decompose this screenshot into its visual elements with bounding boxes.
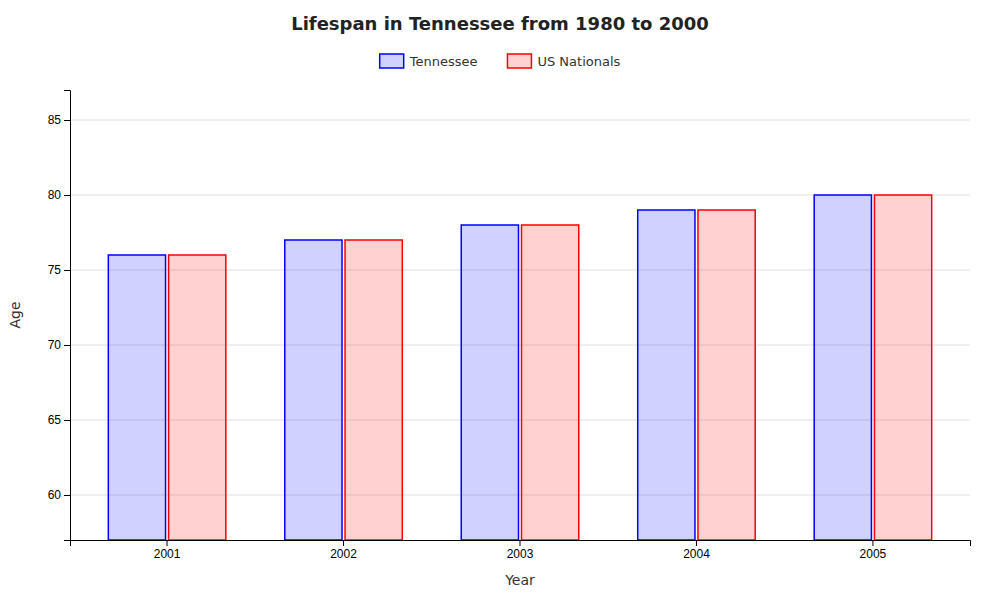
bar [169,255,226,540]
legend-item: US Nationals [507,54,620,69]
y-tick: 75 [48,263,70,277]
y-tick-label: 70 [48,338,62,352]
bar [108,255,165,540]
bar [698,210,755,540]
x-tick-mark [696,540,697,546]
x-axis-line [71,541,971,547]
y-tick-label: 60 [48,488,62,502]
y-tick-mark [64,495,70,496]
bar [522,225,579,540]
bar-series [108,195,871,540]
chart: 2001 2002 2003 2004 2005 60 65 70 75 80 85 Year Age L… [0,0,1000,600]
y-tick-mark [64,120,70,121]
x-axis: 2001 2002 2003 2004 2005 [71,540,971,561]
y-tick-mark [64,420,70,421]
bar [874,195,931,540]
y-axis-line [64,91,71,541]
bar [285,240,342,540]
y-axis: 60 65 70 75 80 85 [48,91,71,541]
legend-label: Tennessee [409,54,478,69]
y-tick-mark [64,345,70,346]
bars [108,195,931,540]
title: Lifespan in Tennessee from 1980 to 2000 [291,13,709,34]
y-tick-label: 65 [48,413,62,427]
x-tick: 2001 [154,540,181,561]
legend-swatch [507,54,531,68]
x-tick: 2003 [507,540,534,561]
x-tick-label: 2002 [330,547,357,561]
legend: Tennessee US Nationals [380,54,621,69]
x-tick-label: 2003 [507,547,534,561]
bar-series [169,195,932,540]
bar [461,225,518,540]
y-tick-mark [64,195,70,196]
y-tick-label: 75 [48,263,62,277]
y-tick-mark [64,270,70,271]
bar [814,195,871,540]
x-tick-mark [520,540,521,546]
legend-swatch [380,54,404,68]
x-tick-label: 2004 [683,547,710,561]
legend-label: US Nationals [537,54,620,69]
y-tick: 85 [48,113,70,127]
x-tick-label: 2001 [154,547,181,561]
x-tick-label: 2005 [860,547,887,561]
x-tick-mark [872,540,873,546]
y-tick: 80 [48,188,70,202]
x-tick: 2002 [330,540,357,561]
x-tick-mark [343,540,344,546]
y-tick: 65 [48,413,70,427]
bar [345,240,402,540]
y-tick: 60 [48,488,70,502]
legend-item: Tennessee [380,54,478,69]
x-tick: 2004 [683,540,710,561]
x-tick-mark [167,540,168,546]
y-tick-label: 80 [48,188,62,202]
plot-area: 2001 2002 2003 2004 2005 60 65 70 75 80 85 [48,91,971,561]
y-axis-title: Age [7,301,23,328]
y-tick: 70 [48,338,70,352]
bar [638,210,695,540]
x-axis-title: Year [504,572,535,588]
grid-line [70,120,970,121]
x-tick: 2005 [860,540,887,561]
y-tick-label: 85 [48,113,62,127]
